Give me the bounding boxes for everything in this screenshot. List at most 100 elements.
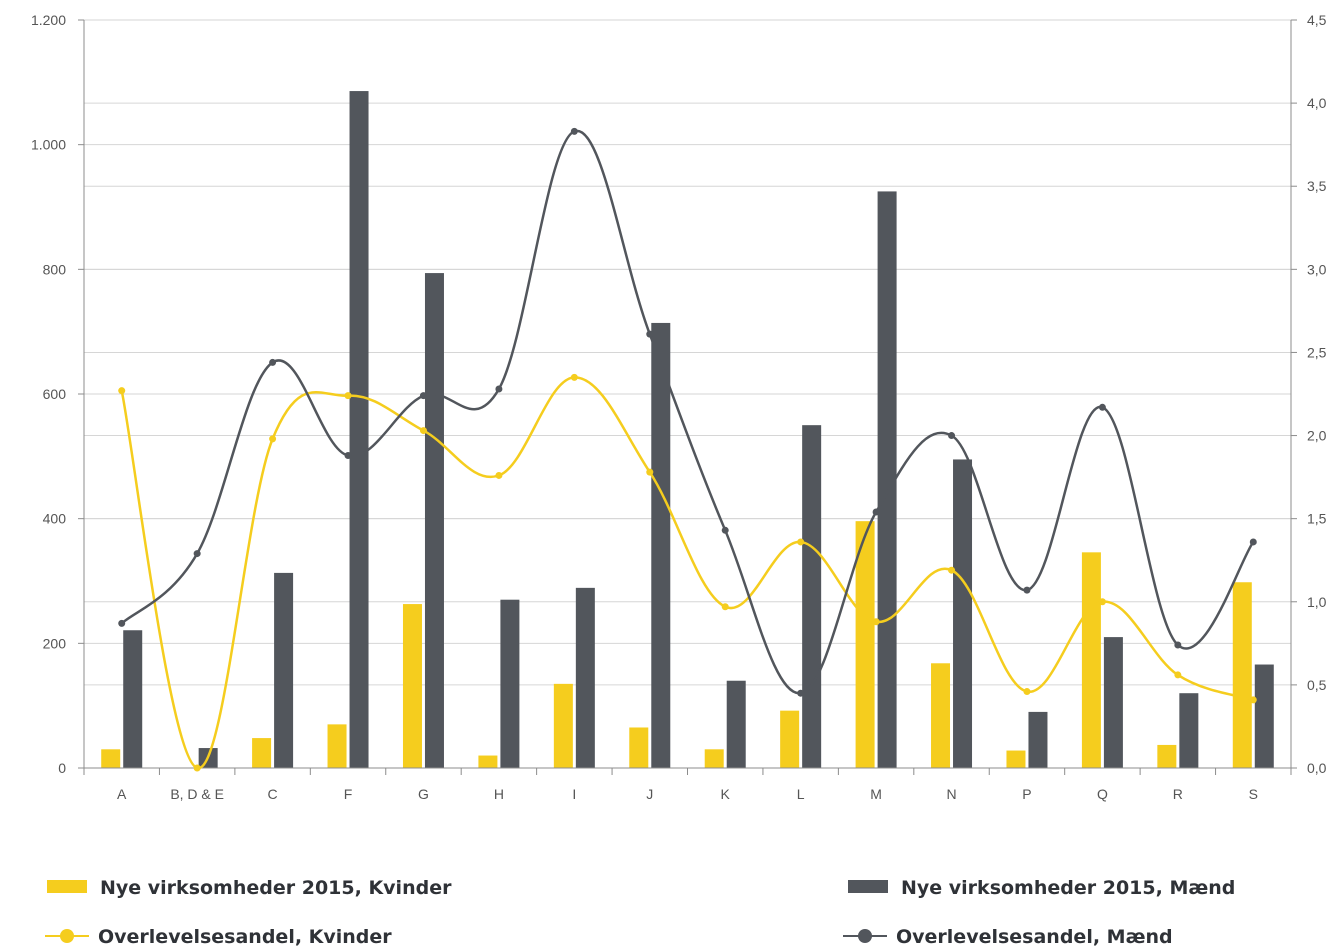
point-kvinder-11 — [948, 566, 956, 574]
point-maend-4 — [419, 392, 427, 400]
legend: Nye virksomheder 2015, Kvinder Nye virkso… — [45, 877, 1235, 946]
legend-label-maend-line: Overlevelsesandel, Mænd — [896, 926, 1173, 946]
x-tick-label-11: N — [946, 786, 956, 802]
y-right-tick-label-9: 4,5 — [1307, 12, 1327, 28]
bar-kvinder-8 — [704, 749, 724, 768]
point-kvinder-8 — [721, 603, 729, 611]
bar-maend-9 — [802, 425, 822, 768]
bar-maend-10 — [877, 191, 897, 768]
bar-kvinder-10 — [855, 521, 875, 768]
y-left-tick-label-1: 200 — [43, 635, 67, 651]
bar-kvinder-9 — [780, 710, 800, 768]
bar-maend-0 — [123, 630, 143, 768]
bar-maend-3 — [349, 91, 369, 768]
bar-kvinder-11 — [931, 663, 951, 768]
x-tick-label-5: H — [494, 786, 504, 802]
line-series — [118, 127, 1257, 772]
y-left-tick-label-3: 600 — [43, 386, 67, 402]
point-maend-2 — [269, 358, 277, 366]
point-kvinder-7 — [646, 468, 654, 476]
point-kvinder-9 — [797, 538, 805, 546]
y-left-tick-label-0: 0 — [58, 760, 66, 776]
bar-maend-6 — [575, 587, 595, 768]
bar-kvinder-5 — [478, 755, 498, 768]
point-maend-5 — [495, 385, 503, 393]
y-right-tick-label-7: 3,5 — [1307, 178, 1327, 194]
bars — [101, 91, 1274, 768]
point-maend-13 — [1098, 403, 1106, 411]
x-tick-label-7: J — [646, 786, 653, 802]
bar-kvinder-15 — [1232, 582, 1252, 768]
line-maend — [120, 129, 1255, 695]
point-maend-0 — [118, 619, 126, 627]
point-kvinder-3 — [344, 392, 352, 400]
bar-kvinder-13 — [1081, 552, 1101, 768]
point-maend-14 — [1174, 641, 1182, 649]
x-tick-label-1: B, D & E — [170, 786, 224, 802]
x-tick-label-4: G — [418, 786, 429, 802]
x-tick-label-9: L — [797, 786, 805, 802]
bar-maend-11 — [953, 459, 973, 768]
bar-maend-8 — [726, 680, 746, 768]
y-left-tick-label-2: 400 — [43, 511, 67, 527]
point-maend-11 — [948, 432, 956, 440]
legend-swatch-kvinder-bar — [47, 880, 87, 893]
x-tick-label-15: S — [1249, 786, 1258, 802]
x-tick-label-6: I — [572, 786, 576, 802]
y-left-tick-label-5: 1.000 — [31, 137, 66, 153]
point-maend-15 — [1249, 538, 1257, 546]
point-maend-10 — [872, 508, 880, 516]
point-kvinder-6 — [570, 373, 578, 381]
point-maend-1 — [193, 550, 201, 558]
x-tick-label-14: R — [1173, 786, 1183, 802]
bar-kvinder-0 — [101, 749, 121, 768]
point-kvinder-4 — [419, 427, 427, 435]
point-maend-9 — [797, 689, 805, 697]
bar-maend-14 — [1179, 693, 1199, 768]
bar-maend-15 — [1254, 664, 1274, 768]
bar-maend-12 — [1028, 711, 1048, 768]
legend-swatch-marker-kvinder-line — [60, 929, 74, 943]
point-kvinder-1 — [193, 764, 201, 772]
x-tick-label-8: K — [721, 786, 731, 802]
legend-label-kvinder-line: Overlevelsesandel, Kvinder — [98, 926, 392, 946]
bar-kvinder-14 — [1157, 744, 1177, 768]
x-tick-label-10: M — [870, 786, 882, 802]
x-tick-label-0: A — [117, 786, 127, 802]
y-right-tick-label-4: 2,0 — [1307, 428, 1327, 444]
bar-maend-7 — [651, 322, 671, 768]
x-tick-label-3: F — [344, 786, 353, 802]
point-kvinder-5 — [495, 471, 503, 479]
y-right-tick-label-0: 0,0 — [1307, 760, 1327, 776]
bar-kvinder-7 — [629, 727, 649, 768]
point-kvinder-12 — [1023, 688, 1031, 696]
y-right-tick-label-5: 2,5 — [1307, 344, 1327, 360]
x-tick-label-12: P — [1022, 786, 1031, 802]
y-left-tick-label-4: 800 — [43, 261, 67, 277]
bar-maend-13 — [1103, 637, 1123, 768]
point-maend-7 — [646, 330, 654, 338]
bar-kvinder-3 — [327, 724, 347, 768]
point-kvinder-13 — [1098, 598, 1106, 606]
bar-maend-4 — [424, 273, 444, 768]
y-right-tick-label-1: 0,5 — [1307, 677, 1327, 693]
y-right-tick-label-6: 3,0 — [1307, 261, 1327, 277]
bar-maend-5 — [500, 599, 520, 768]
point-kvinder-15 — [1249, 696, 1257, 704]
y-left-tick-label-6: 1.200 — [31, 12, 66, 28]
point-kvinder-10 — [872, 618, 880, 626]
x-tick-label-13: Q — [1097, 786, 1108, 802]
bar-kvinder-4 — [402, 604, 422, 768]
bar-kvinder-6 — [553, 683, 573, 768]
y-right-tick-label-3: 1,5 — [1307, 511, 1327, 527]
point-maend-6 — [570, 127, 578, 135]
point-kvinder-14 — [1174, 671, 1182, 679]
point-kvinder-2 — [269, 435, 277, 443]
bar-kvinder-12 — [1006, 750, 1026, 768]
bar-kvinder-2 — [252, 738, 272, 768]
y-right-tick-label-2: 1,0 — [1307, 594, 1327, 610]
legend-label-kvinder-bar: Nye virksomheder 2015, Kvinder — [100, 877, 452, 899]
bar-maend-2 — [274, 572, 294, 768]
point-maend-12 — [1023, 586, 1031, 594]
x-tick-label-2: C — [268, 786, 278, 802]
